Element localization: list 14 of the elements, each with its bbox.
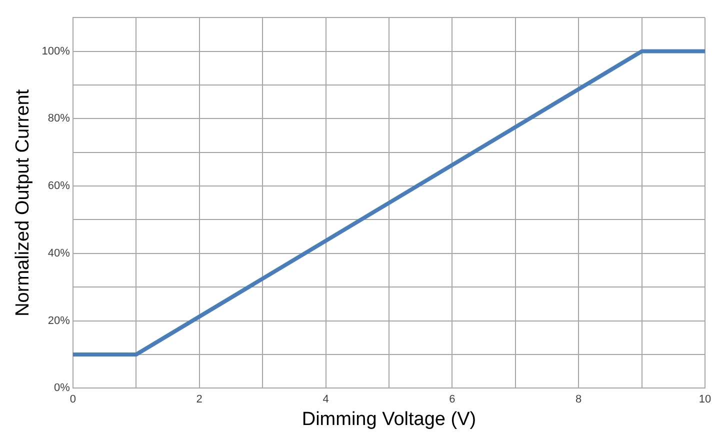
x-tick-label: 2	[196, 394, 202, 406]
y-tick-label: 80%	[48, 112, 70, 125]
y-tick-label: 40%	[48, 247, 70, 260]
y-tick-label: 0%	[54, 382, 70, 394]
x-tick-label: 0	[70, 394, 76, 406]
x-tick-label: 4	[322, 394, 329, 406]
x-tick-label: 8	[576, 394, 582, 406]
y-tick-label: 20%	[48, 314, 70, 327]
x-tick-label: 10	[698, 394, 712, 406]
x-axis-title: Dimming Voltage (V)	[302, 408, 476, 430]
y-tick-label: 60%	[48, 180, 70, 192]
y-tick-label: 100%	[42, 45, 70, 58]
x-tick-label: 6	[449, 394, 456, 406]
y-axis-title: Normalized Output Current	[12, 88, 34, 316]
